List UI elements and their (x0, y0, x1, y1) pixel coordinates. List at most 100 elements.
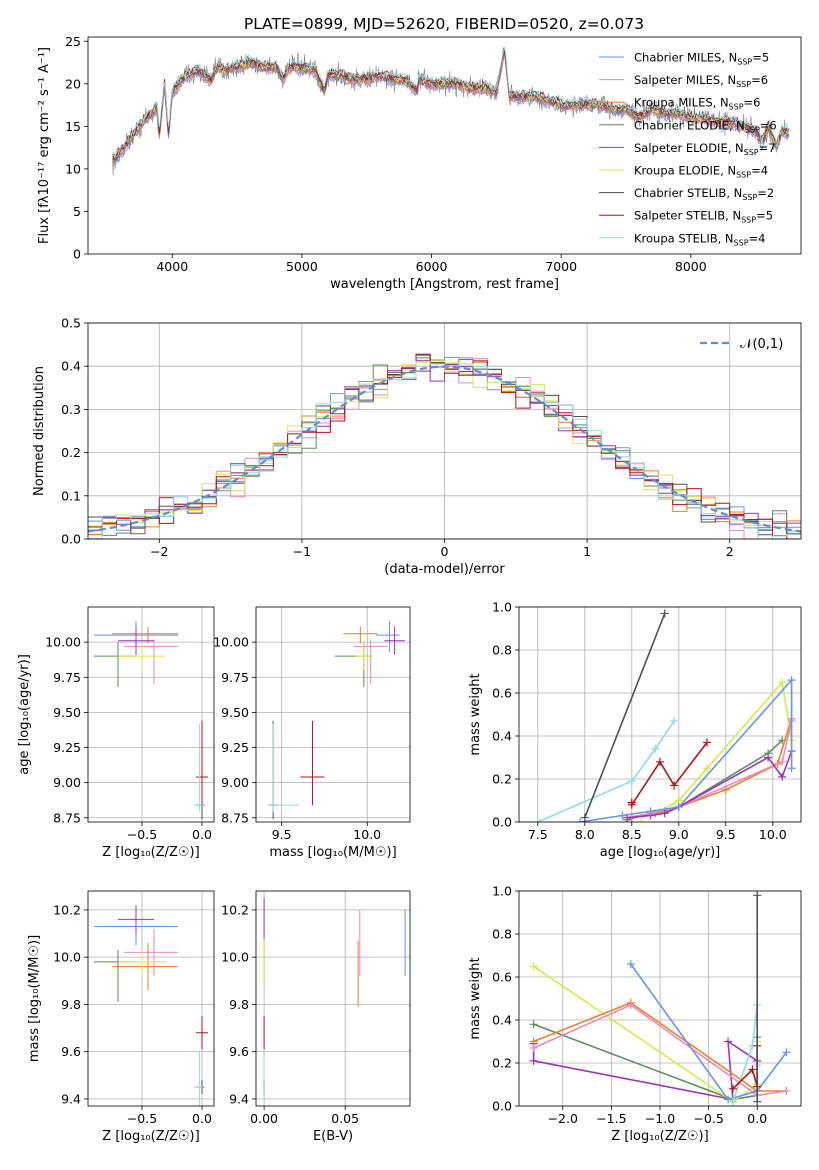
y-tick-label: 9.4 (61, 1091, 81, 1106)
plus-marker (529, 962, 538, 971)
x-axis-label: wavelength [Angstrom, rest frame] (330, 277, 559, 292)
plus-marker (703, 738, 711, 747)
legend-entry: Salpeter ELODIE, NSSP=7 (634, 141, 776, 157)
axes-frame (255, 606, 411, 823)
panel-residuals: −2 −1 0 1 2 0.0 0.1 0.2 0.3 0.4 0.5 (data-model)/er… (32, 316, 802, 577)
model-spectrum-line (112, 47, 790, 159)
plus-marker (728, 1097, 737, 1106)
x-axis-label: E(B-V) (313, 1129, 353, 1144)
x-tick-label: 0.00 (250, 1111, 278, 1126)
panel-mass_vs_Z: −0.5 0.0 9.4 9.6 9.8 10.0 10.2 Z [log₁₀(Z/Z☉)] m… (27, 890, 215, 1144)
panel-age_vs_Z: −0.5 0.0 8.75 9.00 9.25 9.50 9.75 10.00 Z [log₁₀… (17, 606, 215, 860)
mass-weight-line (630, 963, 788, 1101)
legend-entry: Salpeter MILES, NSSP=6 (634, 73, 768, 89)
x-tick-label: 9.5 (272, 827, 292, 842)
y-tick-label: 10.0 (53, 950, 81, 965)
mass-weight-line (627, 750, 793, 819)
plus-marker (778, 772, 787, 781)
x-tick-label: 0.0 (192, 1111, 212, 1126)
y-tick-label: 20 (65, 76, 81, 91)
plus-marker (787, 676, 796, 685)
panel-mass_weight_vs_Z: −2.0 −1.5 −1.0 −0.5 0.0 0.0 0.2 0.4 0.6 0.8 1.0 Z [… (468, 884, 802, 1144)
y-tick-label: 9.4 (229, 1091, 249, 1106)
axes-frame (87, 36, 802, 255)
x-tick-label: 6000 (416, 259, 448, 274)
panel-mass_weight_vs_age: 7.5 8.0 8.5 9.0 9.5 10.0 0.0 0.2 0.4 0.6 0.8 1.0 age… (468, 600, 802, 860)
x-axis-label: Z [log₁₀(Z/Z☉)] (611, 1129, 708, 1144)
legend-count: =7 (759, 141, 776, 155)
legend-subscript: SSP (744, 148, 759, 157)
plot-area (88, 353, 801, 539)
y-tick-label: 9.50 (221, 705, 249, 720)
x-tick-label: −1 (293, 544, 311, 559)
y-tick-label: 0.0 (492, 1099, 512, 1114)
plus-marker (651, 744, 660, 753)
y-tick-label: 0.4 (492, 729, 512, 744)
plus-marker (626, 960, 635, 969)
y-tick-label: 0.8 (492, 927, 512, 942)
y-tick-label: 1.0 (492, 600, 512, 615)
plus-marker (782, 1048, 791, 1057)
y-tick-label: 25 (65, 34, 81, 49)
plus-marker (728, 1084, 737, 1093)
x-axis-label: age [log₁₀(age/yr)] (600, 845, 721, 860)
plus-marker (660, 809, 669, 818)
y-tick-label: 10.2 (221, 902, 249, 917)
x-tick-label: −2 (150, 544, 168, 559)
legend-entry: Kroupa STELIB, NSSP=4 (634, 231, 765, 247)
y-tick-label: 9.25 (53, 740, 81, 755)
plus-marker (656, 757, 664, 766)
plus-marker (670, 781, 679, 790)
legend-count: =6 (760, 118, 777, 132)
plus-marker (627, 777, 636, 786)
plus-marker (778, 678, 787, 687)
y-tick-label: 0.8 (492, 643, 512, 658)
y-tick-label: 8.75 (53, 810, 81, 825)
plus-marker (529, 1020, 538, 1029)
plus-marker (782, 1086, 791, 1095)
legend-entry: Chabrier MILES, NSSP=5 (634, 51, 769, 67)
y-axis-label: Normed distribution (32, 366, 47, 496)
x-tick-label: 9.0 (669, 827, 689, 842)
y-tick-label: 0.0 (492, 815, 512, 830)
y-tick-label: 9.00 (221, 775, 249, 790)
mass-weight-line (631, 742, 708, 808)
legend-subscript: SSP (741, 216, 756, 225)
plot-area (94, 905, 208, 1106)
x-tick-label: 9.5 (716, 827, 736, 842)
plus-marker (703, 764, 711, 773)
y-tick-label: 9.75 (53, 670, 81, 685)
plus-marker (724, 1095, 733, 1104)
legend-count: =2 (757, 186, 774, 200)
legend-entry: 𝒩(0,1) (740, 337, 783, 352)
plus-marker (748, 1065, 757, 1074)
x-tick-label: −0.5 (693, 1111, 723, 1126)
figure-title: PLATE=0899, MJD=52620, FIBERID=0520, z=0… (244, 15, 644, 33)
y-tick-label: 0.1 (61, 488, 81, 503)
legend-subscript: SSP (736, 80, 751, 89)
histogram-step-line (88, 360, 801, 539)
x-tick-label: 7.5 (528, 827, 548, 842)
y-tick-label: 0.6 (492, 970, 512, 985)
mass-weight-line (640, 680, 793, 819)
x-tick-label: 8000 (675, 259, 707, 274)
legend-count: =6 (751, 73, 768, 87)
normal-reference-curve (88, 365, 801, 533)
y-tick-label: 8.75 (221, 810, 249, 825)
y-tick-label: 0.4 (61, 359, 81, 374)
plot-layer: 4000 5000 6000 7000 80000510152025wavelength… (17, 34, 802, 1144)
x-tick-label: 4000 (156, 259, 188, 274)
plus-marker (660, 609, 669, 618)
x-tick-label: −2.0 (548, 1111, 578, 1126)
x-tick-label: −1.0 (645, 1111, 675, 1126)
y-tick-label: 10 (65, 161, 81, 176)
x-tick-label: 10.0 (353, 827, 381, 842)
y-tick-label: 10.2 (53, 902, 81, 917)
y-tick-label: 0 (73, 247, 81, 262)
x-axis-label: (data-model)/error (384, 562, 505, 577)
y-axis-label: age [log₁₀(age/yr)] (17, 654, 32, 775)
y-tick-label: 0.4 (492, 1013, 512, 1028)
plot-area (529, 891, 791, 1106)
legend-subscript: SSP (729, 103, 744, 112)
